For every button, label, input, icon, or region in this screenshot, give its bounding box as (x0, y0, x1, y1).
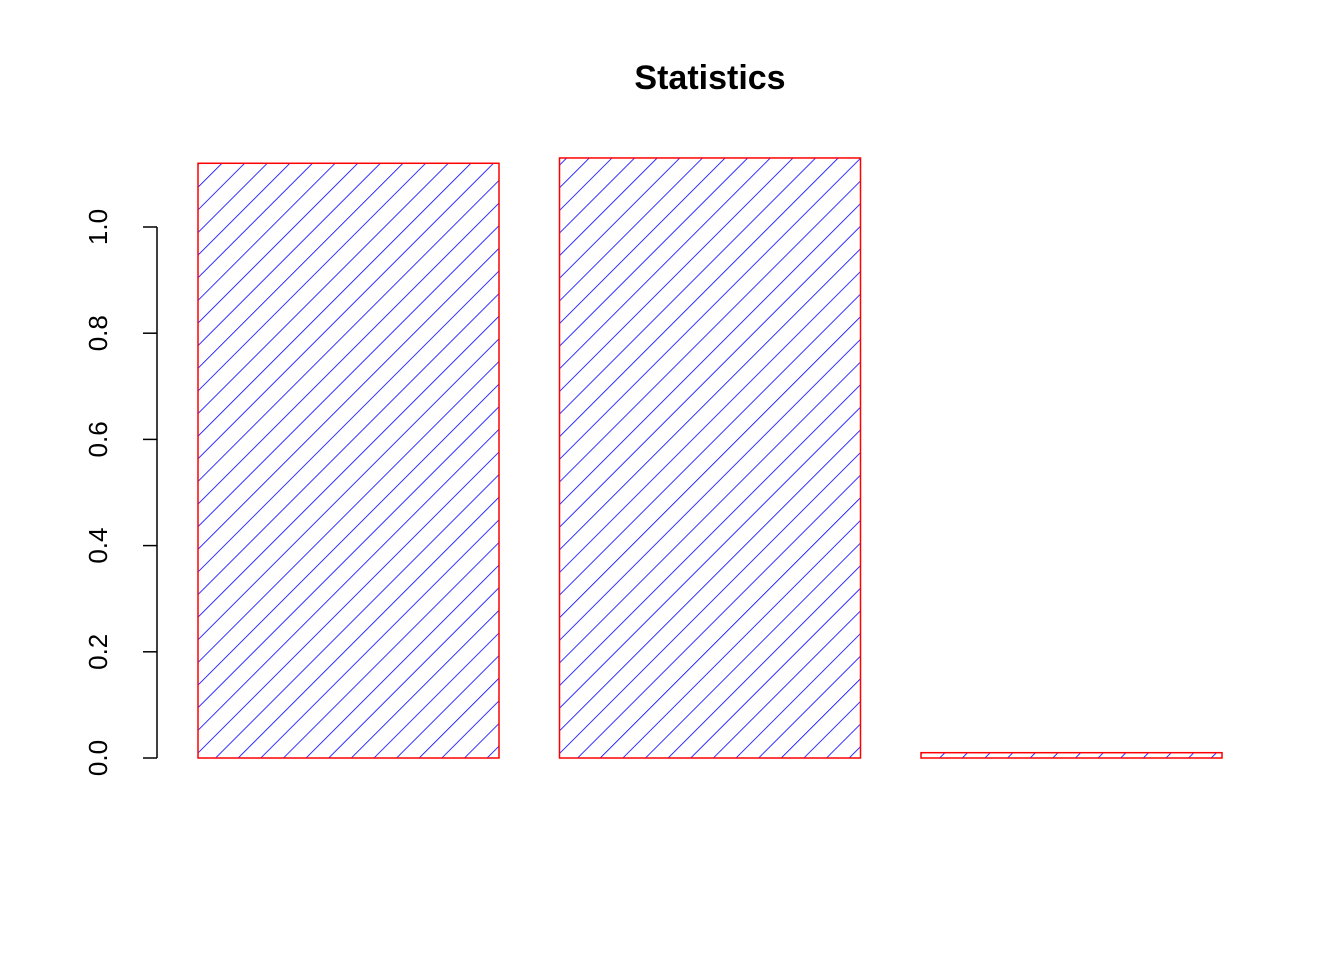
bar (558, 157, 862, 759)
y-tick-label: 0.0 (83, 740, 113, 776)
bar (920, 751, 1223, 759)
y-tick-label: 1.0 (83, 209, 113, 245)
y-tick-label: 0.4 (83, 528, 113, 564)
y-tick-label: 0.8 (83, 315, 113, 351)
y-tick-label: 0.6 (83, 421, 113, 457)
bar (197, 162, 500, 759)
y-tick-label: 0.2 (83, 634, 113, 670)
chart-title: Statistics (634, 59, 785, 97)
